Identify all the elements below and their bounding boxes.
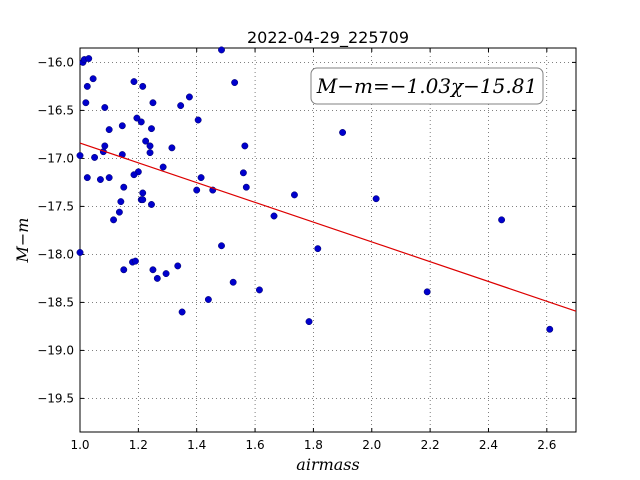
data-point bbox=[423, 288, 431, 296]
data-point bbox=[82, 99, 90, 107]
data-point bbox=[120, 266, 128, 274]
data-point bbox=[105, 126, 113, 134]
data-point bbox=[159, 163, 167, 171]
y-tick-label: −17.0 bbox=[37, 151, 74, 165]
data-point bbox=[89, 75, 97, 83]
data-point bbox=[239, 169, 247, 177]
data-point bbox=[339, 129, 347, 136]
data-point bbox=[130, 78, 138, 86]
x-tick-label: 2.4 bbox=[479, 438, 498, 452]
data-point bbox=[83, 82, 91, 90]
data-point bbox=[305, 318, 313, 326]
y-tick-label: −18.5 bbox=[37, 295, 74, 309]
y-tick-label: −19.5 bbox=[37, 391, 74, 405]
data-point bbox=[372, 195, 380, 203]
y-tick-label: −18.0 bbox=[37, 247, 74, 261]
data-point bbox=[76, 249, 84, 256]
data-point bbox=[162, 270, 170, 278]
data-point bbox=[148, 201, 155, 208]
data-point bbox=[139, 196, 147, 204]
data-point bbox=[270, 212, 278, 220]
data-point bbox=[85, 55, 93, 63]
data-points bbox=[76, 46, 554, 333]
data-point bbox=[83, 174, 91, 182]
chart-title: 2022-04-29_225709 bbox=[247, 28, 409, 48]
fit-annotation: M−m=−1.03χ−15.81 bbox=[310, 67, 544, 105]
data-point bbox=[204, 296, 212, 303]
data-point bbox=[146, 149, 154, 157]
fit-line bbox=[79, 142, 577, 312]
data-point bbox=[197, 174, 205, 182]
x-tick-label: 2.6 bbox=[537, 438, 556, 452]
data-point bbox=[255, 286, 263, 294]
data-point bbox=[76, 152, 84, 159]
data-point bbox=[133, 114, 141, 122]
data-point bbox=[142, 137, 150, 145]
data-point bbox=[131, 257, 139, 265]
data-point bbox=[120, 183, 128, 191]
data-point bbox=[105, 174, 113, 182]
data-point bbox=[149, 99, 157, 107]
y-axis-label: M−m bbox=[13, 218, 32, 264]
grid bbox=[79, 48, 576, 432]
data-point bbox=[139, 189, 147, 197]
y-tick-label: −17.5 bbox=[37, 199, 74, 213]
x-tick-label: 1.6 bbox=[246, 438, 265, 452]
x-tick-label: 1.2 bbox=[129, 438, 148, 452]
data-point bbox=[168, 144, 176, 152]
x-tick-label: 1.4 bbox=[187, 438, 206, 452]
fit-annotation-text: M−m=−1.03χ−15.81 bbox=[316, 74, 537, 98]
x-tick-label: 1.8 bbox=[304, 438, 323, 452]
axis-ticks: 1.0 1.2 1.4 1.6 1.8 2.0 2.2 2.4 2.6 −16.0 −16.5 −17… bbox=[37, 48, 576, 452]
fit-line-group bbox=[79, 142, 577, 312]
x-axis-label: airmass bbox=[296, 455, 359, 474]
data-point bbox=[241, 142, 249, 150]
y-tick-label: −16.5 bbox=[37, 103, 74, 117]
data-point bbox=[546, 325, 554, 333]
data-point bbox=[178, 308, 186, 316]
data-point bbox=[174, 262, 182, 270]
data-point bbox=[149, 266, 157, 274]
data-point bbox=[229, 278, 237, 286]
data-point bbox=[130, 171, 138, 179]
data-point bbox=[242, 183, 250, 191]
plot-frame bbox=[79, 47, 577, 433]
plot-area bbox=[80, 48, 576, 432]
data-point bbox=[218, 46, 225, 54]
data-point bbox=[91, 153, 99, 161]
data-point bbox=[193, 186, 201, 194]
data-point bbox=[115, 208, 123, 216]
data-point bbox=[185, 93, 193, 101]
data-point bbox=[137, 118, 145, 126]
data-point bbox=[110, 216, 118, 224]
data-point bbox=[314, 245, 322, 253]
fit-annotation-box bbox=[310, 67, 544, 105]
data-point bbox=[146, 142, 154, 150]
data-point bbox=[118, 122, 126, 130]
data-point bbox=[139, 82, 147, 90]
data-point bbox=[177, 102, 185, 110]
x-tick-label: 2.2 bbox=[421, 438, 440, 452]
data-point bbox=[194, 116, 202, 124]
data-point bbox=[148, 125, 155, 133]
data-point bbox=[231, 79, 239, 87]
data-point bbox=[290, 191, 298, 199]
data-point bbox=[153, 274, 161, 282]
data-point bbox=[96, 176, 104, 183]
data-point bbox=[117, 198, 125, 206]
x-tick-label: 2.0 bbox=[362, 438, 381, 452]
data-point bbox=[101, 142, 109, 150]
y-tick-label: −19.0 bbox=[37, 343, 74, 357]
y-tick-label: −16.0 bbox=[37, 55, 74, 69]
x-tick-label: 1.0 bbox=[70, 438, 89, 452]
data-point bbox=[101, 104, 109, 111]
data-point bbox=[498, 216, 506, 224]
data-point bbox=[218, 242, 225, 250]
